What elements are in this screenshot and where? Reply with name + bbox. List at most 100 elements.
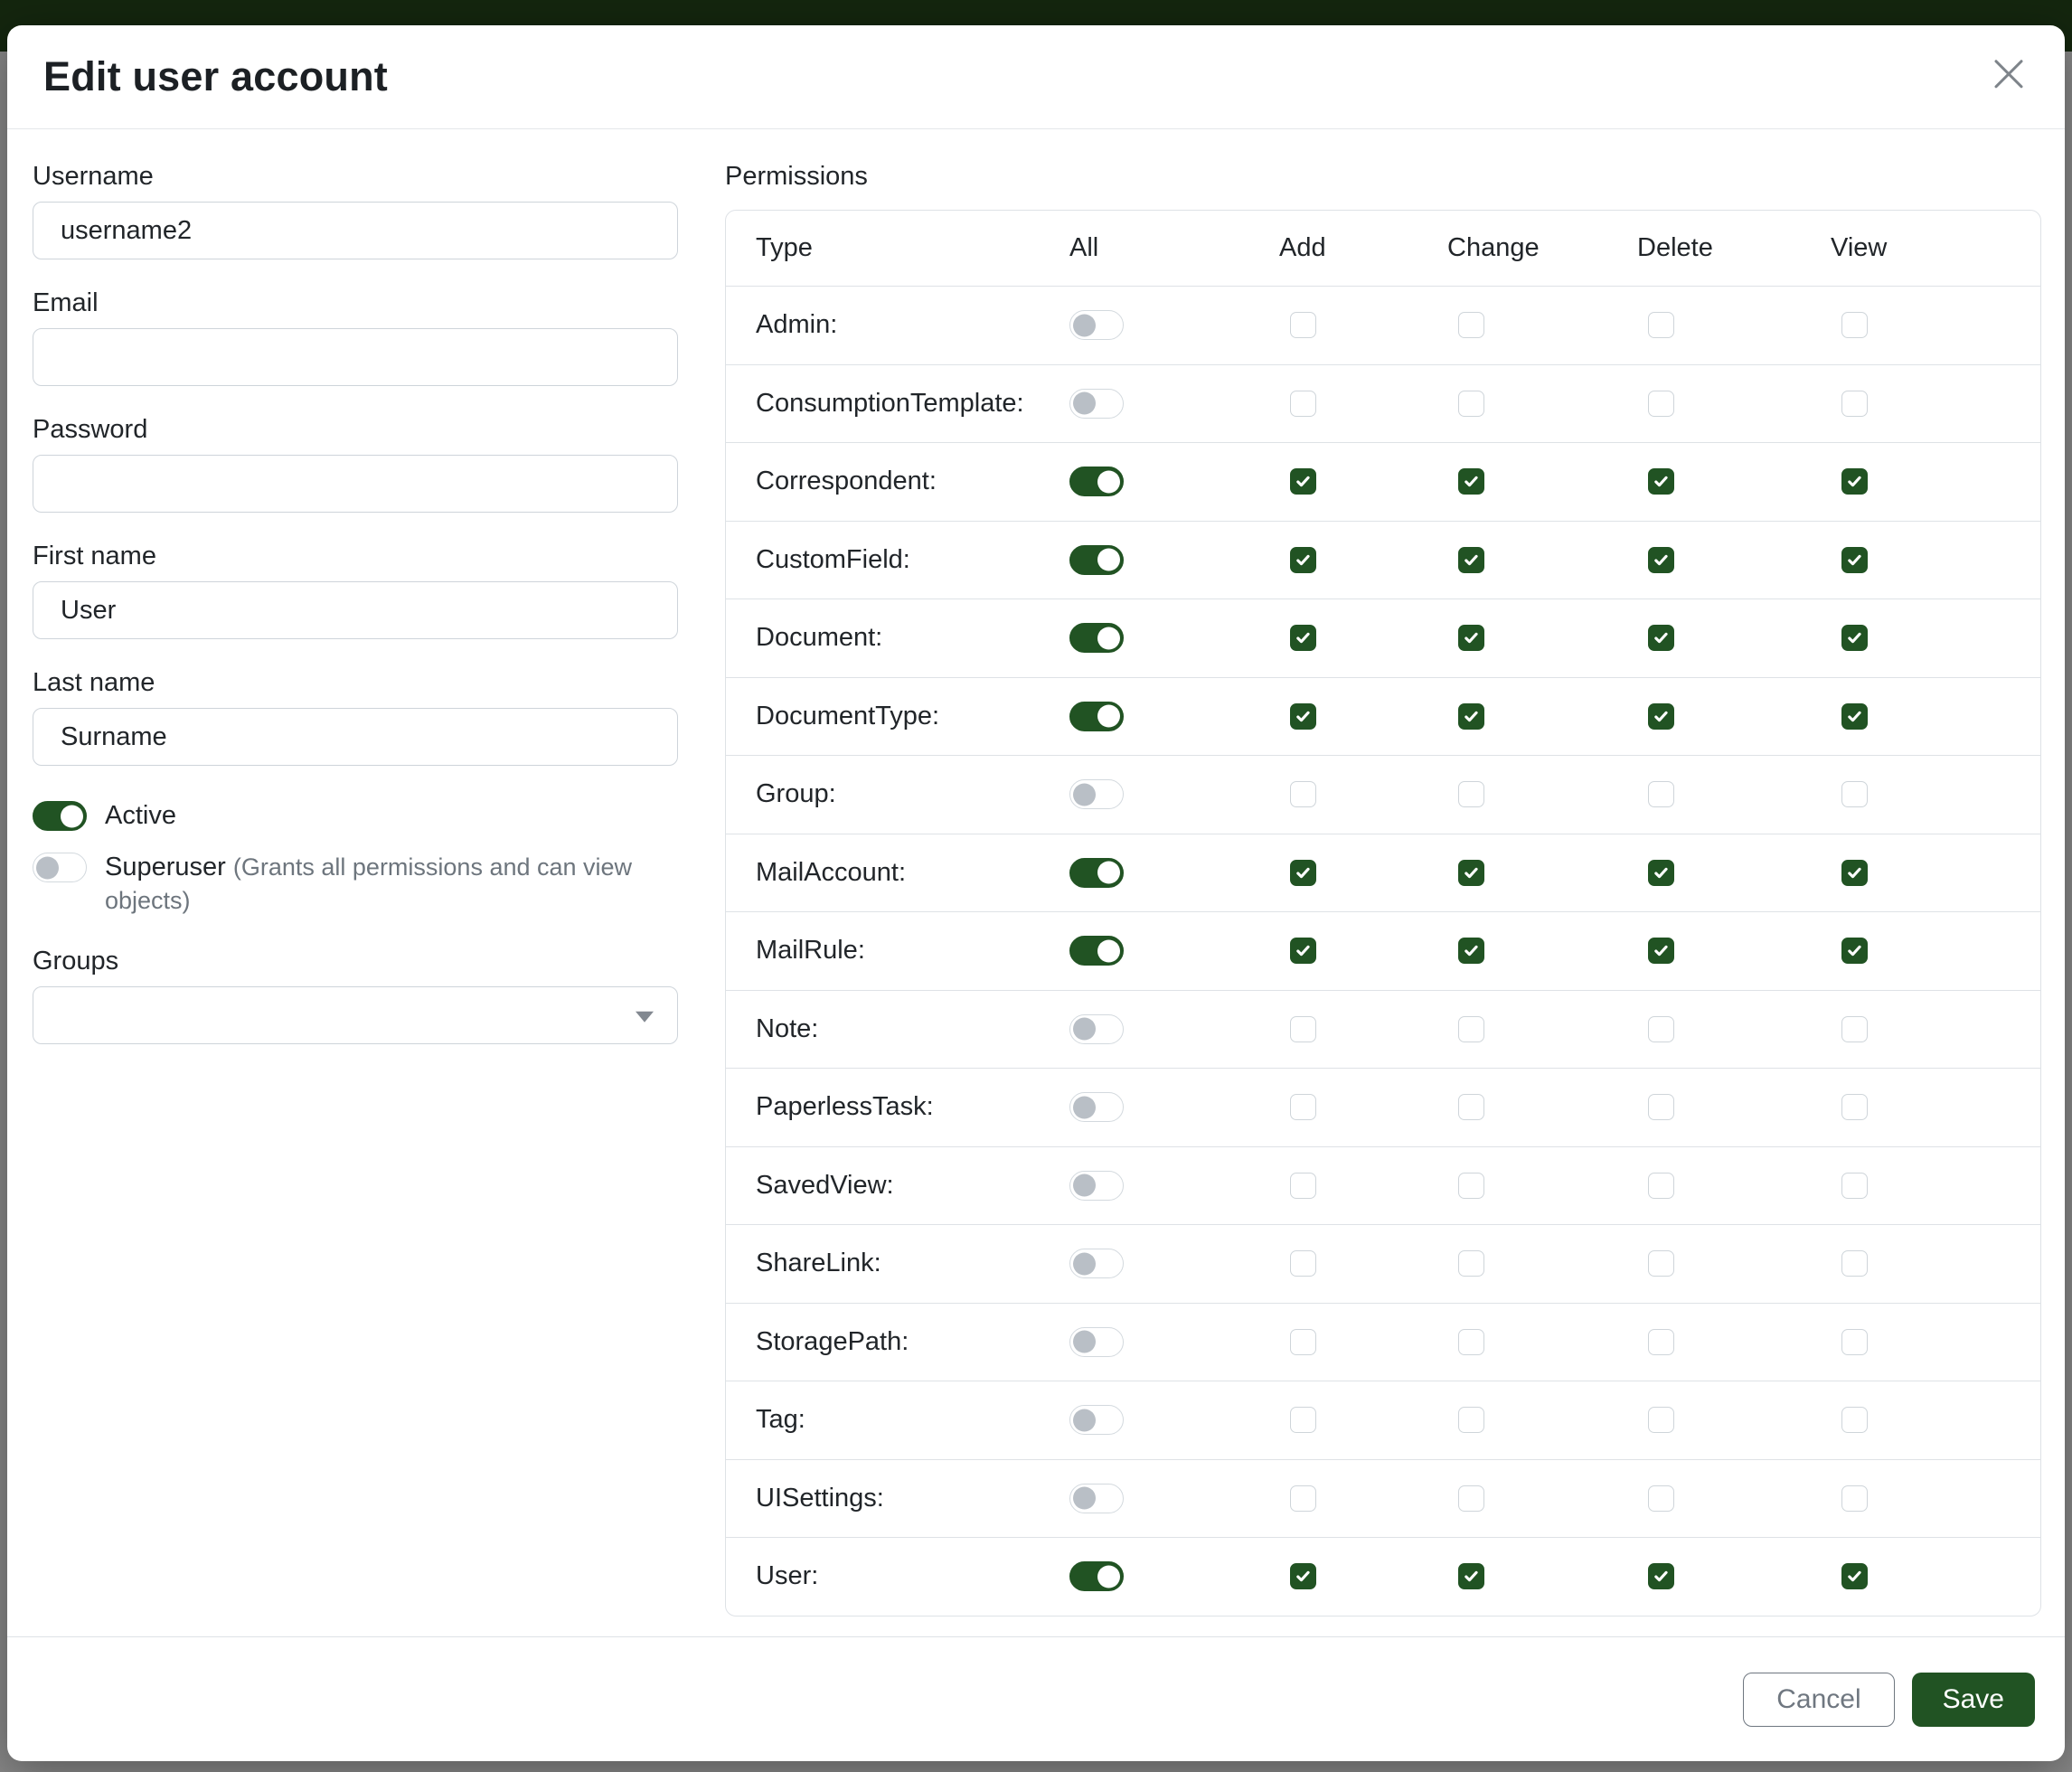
- toggle-all[interactable]: [1069, 779, 1124, 810]
- add-checkbox[interactable]: [1290, 1015, 1316, 1042]
- add-checkbox[interactable]: [1290, 625, 1316, 652]
- column-header-view: View: [1831, 233, 1888, 262]
- change-checkbox[interactable]: [1458, 938, 1484, 965]
- toggle-all[interactable]: [1069, 388, 1124, 419]
- change-checkbox[interactable]: [1458, 312, 1484, 339]
- delete-checkbox[interactable]: [1648, 702, 1674, 730]
- view-checkbox[interactable]: [1841, 1094, 1868, 1121]
- cancel-button[interactable]: Cancel: [1743, 1672, 1895, 1727]
- delete-checkbox[interactable]: [1648, 1485, 1674, 1512]
- change-checkbox[interactable]: [1458, 781, 1484, 808]
- toggle-all[interactable]: [1069, 1092, 1124, 1123]
- delete-checkbox[interactable]: [1648, 1328, 1674, 1355]
- add-checkbox[interactable]: [1290, 390, 1316, 417]
- delete-checkbox[interactable]: [1648, 312, 1674, 339]
- change-checkbox[interactable]: [1458, 1172, 1484, 1199]
- add-checkbox[interactable]: [1290, 1407, 1316, 1434]
- delete-checkbox[interactable]: [1648, 859, 1674, 886]
- toggle-all[interactable]: [1069, 857, 1124, 888]
- change-checkbox[interactable]: [1458, 546, 1484, 573]
- active-toggle[interactable]: [33, 801, 87, 831]
- toggle-all[interactable]: [1069, 1405, 1124, 1436]
- change-checkbox[interactable]: [1458, 390, 1484, 417]
- delete-checkbox[interactable]: [1648, 1563, 1674, 1590]
- view-checkbox[interactable]: [1841, 1407, 1868, 1434]
- view-checkbox[interactable]: [1841, 781, 1868, 808]
- add-checkbox[interactable]: [1290, 938, 1316, 965]
- change-checkbox[interactable]: [1458, 1563, 1484, 1590]
- toggle-all[interactable]: [1069, 701, 1124, 731]
- add-checkbox[interactable]: [1290, 859, 1316, 886]
- permissions-section: Permissions Type All Add Change Delete V…: [725, 160, 2041, 1636]
- toggle-all[interactable]: [1069, 544, 1124, 575]
- close-button[interactable]: [1983, 50, 2034, 100]
- view-checkbox[interactable]: [1841, 625, 1868, 652]
- add-checkbox[interactable]: [1290, 312, 1316, 339]
- toggle-all[interactable]: [1069, 623, 1124, 654]
- last-name-input[interactable]: [33, 708, 678, 766]
- add-checkbox[interactable]: [1290, 1563, 1316, 1590]
- add-checkbox[interactable]: [1290, 1485, 1316, 1512]
- delete-checkbox[interactable]: [1648, 390, 1674, 417]
- change-checkbox[interactable]: [1458, 859, 1484, 886]
- change-checkbox[interactable]: [1458, 468, 1484, 495]
- change-checkbox[interactable]: [1458, 1485, 1484, 1512]
- view-checkbox[interactable]: [1841, 1563, 1868, 1590]
- toggle-all[interactable]: [1069, 310, 1124, 341]
- view-checkbox[interactable]: [1841, 859, 1868, 886]
- view-checkbox[interactable]: [1841, 1328, 1868, 1355]
- view-checkbox[interactable]: [1841, 468, 1868, 495]
- save-button[interactable]: Save: [1911, 1672, 2035, 1727]
- delete-checkbox[interactable]: [1648, 1407, 1674, 1434]
- view-checkbox[interactable]: [1841, 1015, 1868, 1042]
- delete-checkbox[interactable]: [1648, 938, 1674, 965]
- toggle-all[interactable]: [1069, 1326, 1124, 1357]
- add-checkbox[interactable]: [1290, 546, 1316, 573]
- toggle-all[interactable]: [1069, 1561, 1124, 1592]
- change-checkbox[interactable]: [1458, 1328, 1484, 1355]
- delete-checkbox[interactable]: [1648, 1250, 1674, 1277]
- add-checkbox[interactable]: [1290, 1250, 1316, 1277]
- add-checkbox[interactable]: [1290, 1094, 1316, 1121]
- view-checkbox[interactable]: [1841, 702, 1868, 730]
- view-checkbox[interactable]: [1841, 312, 1868, 339]
- toggle-all[interactable]: [1069, 1170, 1124, 1201]
- view-checkbox[interactable]: [1841, 938, 1868, 965]
- add-checkbox[interactable]: [1290, 1328, 1316, 1355]
- change-checkbox[interactable]: [1458, 625, 1484, 652]
- view-checkbox[interactable]: [1841, 546, 1868, 573]
- groups-field-group: Groups: [33, 945, 678, 1044]
- view-checkbox[interactable]: [1841, 390, 1868, 417]
- toggle-all[interactable]: [1069, 467, 1124, 497]
- change-checkbox[interactable]: [1458, 1094, 1484, 1121]
- change-checkbox[interactable]: [1458, 702, 1484, 730]
- password-input[interactable]: [33, 455, 678, 513]
- close-icon: [1988, 52, 2030, 97]
- add-checkbox[interactable]: [1290, 1172, 1316, 1199]
- delete-checkbox[interactable]: [1648, 625, 1674, 652]
- delete-checkbox[interactable]: [1648, 546, 1674, 573]
- view-checkbox[interactable]: [1841, 1485, 1868, 1512]
- view-checkbox[interactable]: [1841, 1250, 1868, 1277]
- delete-checkbox[interactable]: [1648, 1094, 1674, 1121]
- delete-checkbox[interactable]: [1648, 1015, 1674, 1042]
- view-checkbox[interactable]: [1841, 1172, 1868, 1199]
- toggle-all[interactable]: [1069, 936, 1124, 966]
- change-checkbox[interactable]: [1458, 1407, 1484, 1434]
- toggle-all[interactable]: [1069, 1483, 1124, 1513]
- add-checkbox[interactable]: [1290, 468, 1316, 495]
- toggle-all[interactable]: [1069, 1249, 1124, 1279]
- change-checkbox[interactable]: [1458, 1250, 1484, 1277]
- groups-select[interactable]: [33, 986, 678, 1044]
- delete-checkbox[interactable]: [1648, 781, 1674, 808]
- delete-checkbox[interactable]: [1648, 468, 1674, 495]
- username-input[interactable]: [33, 202, 678, 259]
- change-checkbox[interactable]: [1458, 1015, 1484, 1042]
- email-input[interactable]: [33, 328, 678, 386]
- delete-checkbox[interactable]: [1648, 1172, 1674, 1199]
- add-checkbox[interactable]: [1290, 781, 1316, 808]
- toggle-all[interactable]: [1069, 1013, 1124, 1044]
- superuser-toggle[interactable]: [33, 853, 87, 882]
- add-checkbox[interactable]: [1290, 702, 1316, 730]
- first-name-input[interactable]: [33, 581, 678, 639]
